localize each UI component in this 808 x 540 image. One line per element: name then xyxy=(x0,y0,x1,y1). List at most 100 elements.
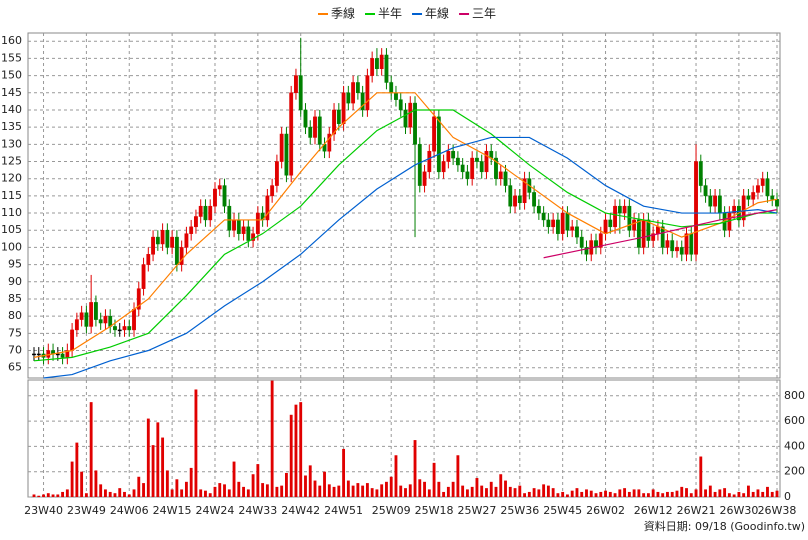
y-tick-label: 95 xyxy=(8,258,22,271)
candle-body xyxy=(417,144,422,186)
volume-bar xyxy=(65,489,69,497)
candle-body xyxy=(127,326,132,331)
volume-bar xyxy=(718,489,722,497)
x-tick-label: 24W33 xyxy=(238,504,277,517)
ma-line xyxy=(33,109,777,362)
candle-body xyxy=(741,195,746,221)
candle-body xyxy=(522,178,527,204)
candle-body xyxy=(413,102,417,145)
volume-bar xyxy=(713,491,717,497)
volume-bar xyxy=(399,485,403,497)
volume-bar xyxy=(627,491,631,497)
candle-body xyxy=(279,133,284,162)
candle-body xyxy=(460,164,465,173)
y-tick-label: 65 xyxy=(8,361,22,374)
candle-body xyxy=(684,233,689,255)
candle-body xyxy=(622,205,627,214)
volume-bar xyxy=(56,494,60,497)
volume-bar xyxy=(84,493,88,497)
candle-body xyxy=(408,102,413,128)
volume-bar xyxy=(594,493,598,497)
x-tick-label: 25W09 xyxy=(372,504,411,517)
x-tick-label: 26W02 xyxy=(586,504,625,517)
x-tick-label: 24W42 xyxy=(281,504,320,517)
x-tick-label: 26W30 xyxy=(719,504,758,517)
candle-body xyxy=(660,226,665,248)
candle-body xyxy=(151,236,155,255)
x-tick-label: 23W40 xyxy=(24,504,63,517)
volume-bar xyxy=(261,483,265,497)
candle-body xyxy=(384,54,389,83)
candle-body xyxy=(498,171,503,179)
volume-bar xyxy=(180,489,184,497)
candle-body xyxy=(494,157,498,179)
candle-body xyxy=(170,236,175,248)
volume-bar xyxy=(694,489,698,497)
volume-tick-label: 200 xyxy=(784,465,805,478)
candle-body xyxy=(222,185,227,207)
candle-body xyxy=(670,240,675,252)
volume-bar xyxy=(242,486,245,497)
volume-bar xyxy=(113,493,117,497)
candle-body xyxy=(617,205,622,214)
candle-body xyxy=(775,199,779,207)
candle-body xyxy=(60,353,65,358)
candle-body xyxy=(398,99,403,111)
candle-body xyxy=(375,58,379,69)
volume-bar xyxy=(308,465,312,497)
volume-bar xyxy=(742,493,746,497)
volume-bar xyxy=(656,491,660,497)
candle-body xyxy=(613,205,617,228)
candle-body xyxy=(455,157,460,166)
volume-bar xyxy=(127,494,131,497)
candle-body xyxy=(70,329,75,351)
volume-bar xyxy=(294,404,298,497)
candle-body xyxy=(465,171,470,179)
candle-body xyxy=(298,75,303,111)
x-tick-label: 26W12 xyxy=(634,504,673,517)
volume-bar xyxy=(404,488,407,497)
volume-tick-label: 600 xyxy=(784,414,805,427)
y-tick-label: 115 xyxy=(1,189,22,202)
volume-bar xyxy=(32,494,36,497)
volume-bar xyxy=(413,440,417,497)
volume-bar xyxy=(485,488,488,497)
volume-bar xyxy=(518,485,522,497)
candle-body xyxy=(770,195,775,200)
volume-bar xyxy=(470,486,474,497)
volume-bar xyxy=(761,491,765,497)
x-tick-label: 25W27 xyxy=(458,504,497,517)
volume-bar xyxy=(527,491,531,497)
candle-body xyxy=(394,92,398,100)
candle-body xyxy=(760,178,765,186)
volume-bar xyxy=(346,480,350,497)
x-tick-label: 24W24 xyxy=(196,504,235,517)
candle-body xyxy=(146,254,151,265)
volume-bar xyxy=(256,464,260,497)
volume-bar xyxy=(37,495,41,497)
candle-body xyxy=(575,226,579,238)
volume-bar xyxy=(589,490,593,497)
candle-body xyxy=(765,178,770,197)
y-tick-label: 160 xyxy=(1,34,22,47)
candle-body xyxy=(341,92,346,124)
candle-body xyxy=(98,319,103,324)
candle-body xyxy=(132,309,136,331)
candle-body xyxy=(441,161,446,173)
volume-bar xyxy=(132,489,136,497)
volume-tick-label: 400 xyxy=(784,439,805,452)
candle-body xyxy=(555,219,560,234)
volume-bar xyxy=(299,402,303,497)
candle-body xyxy=(665,240,670,248)
volume-bar xyxy=(608,491,612,497)
volume-bar xyxy=(766,486,769,497)
volume-bar xyxy=(556,493,560,497)
volume-bar xyxy=(432,462,436,497)
volume-bar xyxy=(223,484,226,497)
candle-body xyxy=(208,205,213,221)
volume-bar xyxy=(523,493,526,497)
candle-body xyxy=(79,312,84,320)
candle-body xyxy=(517,195,522,204)
volume-bar xyxy=(108,491,112,497)
volume-bar xyxy=(137,476,141,497)
